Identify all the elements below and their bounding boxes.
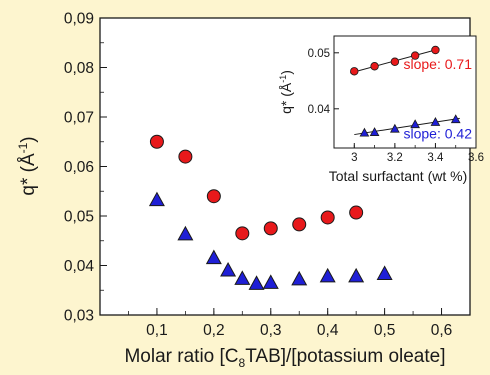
main-triangle-point	[177, 225, 194, 241]
main-y-label-exponent: -1	[16, 142, 30, 153]
main-circle-point	[206, 189, 221, 204]
main-triangle-point	[319, 267, 336, 283]
main-y-tick-label: 0,05	[64, 208, 94, 225]
main-y-tick-label: 0,03	[64, 307, 94, 324]
main-circle-point	[349, 205, 364, 220]
main-triangle-point	[248, 275, 265, 290]
main-triangle-point	[148, 191, 165, 207]
inset-triangle-point	[450, 114, 461, 124]
main-triangle-point	[234, 270, 251, 285]
inset-marks-group: slope: 0.71 slope: 0.42	[350, 45, 473, 141]
inset-triangle-point	[359, 127, 370, 137]
inset-x-tick-label: 3.4	[427, 152, 444, 164]
inset-triangle-point	[369, 127, 380, 136]
main-y-tick-label: 0,09	[64, 10, 94, 27]
inset-y-tick-label: 0.05	[308, 48, 330, 60]
inset-tick-group: 3 3.2 3.4 3.6 0.04 0.05	[308, 48, 484, 164]
main-x-label-suffix: TAB]/[potassium oleate]	[245, 346, 445, 367]
main-y-tick-label: 0,08	[64, 60, 94, 77]
main-circle-point	[320, 210, 335, 225]
main-tick-group: 0,1 0,2 0,3 0,4 0,5 0,6 0,03 0,04 0,05 0,06 0,07 0,…	[64, 10, 471, 339]
inset-y-label-close: )	[278, 70, 294, 75]
main-marks-group	[148, 134, 393, 290]
main-triangle-point	[291, 270, 308, 286]
main-triangle-point	[376, 265, 393, 280]
inset-x-tick-label: 3.6	[468, 152, 484, 164]
main-circle-point	[178, 149, 193, 164]
main-y-label-text: q* (Å	[18, 153, 39, 196]
inset-circle-point	[350, 67, 359, 76]
main-y-tick-label: 0,06	[64, 159, 94, 176]
inset-y-label-exponent: -1	[278, 75, 288, 83]
inset-plot-area	[334, 36, 476, 148]
main-triangle-point	[348, 267, 365, 283]
main-x-label-prefix: Molar ratio [C	[124, 346, 238, 367]
main-x-tick-label: 0,1	[146, 322, 168, 339]
inset-y-label-text: q* (Å	[278, 82, 294, 114]
inset-circle-point	[390, 57, 400, 66]
inset-circle-point	[370, 62, 379, 71]
inset-slope-label: slope: 0.42	[404, 125, 473, 141]
inset-plot: 3 3.2 3.4 3.6 0.04 0.05 slope: 0.71 slope: 0.4…	[278, 35, 484, 184]
inset-x-tick-label: 3	[351, 152, 357, 164]
inset-circle-point	[431, 45, 440, 55]
main-x-tick-label: 0,3	[260, 322, 282, 339]
inset-triangle-point	[390, 123, 400, 133]
inset-x-tick-label: 3.2	[387, 152, 403, 164]
inset-triangle-point	[410, 119, 420, 129]
main-triangle-point	[220, 261, 237, 277]
main-y-label-close: )	[18, 136, 39, 142]
main-x-tick-label: 0,2	[203, 322, 225, 339]
inset-x-axis-label: Total surfactant (wt %)	[329, 168, 468, 184]
inset-y-axis-label: q* (Å-1)	[278, 70, 294, 114]
main-circle-point	[263, 221, 278, 236]
inset-circle-point	[410, 51, 420, 60]
main-triangle-point	[205, 249, 222, 265]
main-x-label-subscript: 8	[239, 356, 246, 370]
main-x-tick-label: 0,5	[374, 322, 396, 339]
inset-y-tick-label: 0.04	[308, 104, 331, 116]
inset-fit-line	[354, 117, 460, 136]
main-circle-point	[235, 226, 250, 241]
inset-triangle-point	[430, 117, 441, 126]
main-triangle-point	[262, 274, 279, 289]
inset-slope-label: slope: 0.71	[404, 56, 473, 72]
main-circle-point	[292, 217, 307, 232]
inset-plot-frame	[333, 35, 477, 149]
main-y-tick-label: 0,04	[64, 258, 95, 275]
main-circle-point	[149, 134, 164, 149]
main-y-tick-label: 0,07	[64, 109, 94, 126]
main-plot-frame	[99, 17, 471, 316]
main-y-axis-label: q* (Å-1)	[16, 136, 39, 195]
main-x-tick-label: 0,6	[431, 322, 453, 339]
main-x-tick-label: 0,4	[317, 322, 339, 339]
main-x-axis-label: Molar ratio [C8TAB]/[potassium oleate]	[124, 346, 445, 370]
